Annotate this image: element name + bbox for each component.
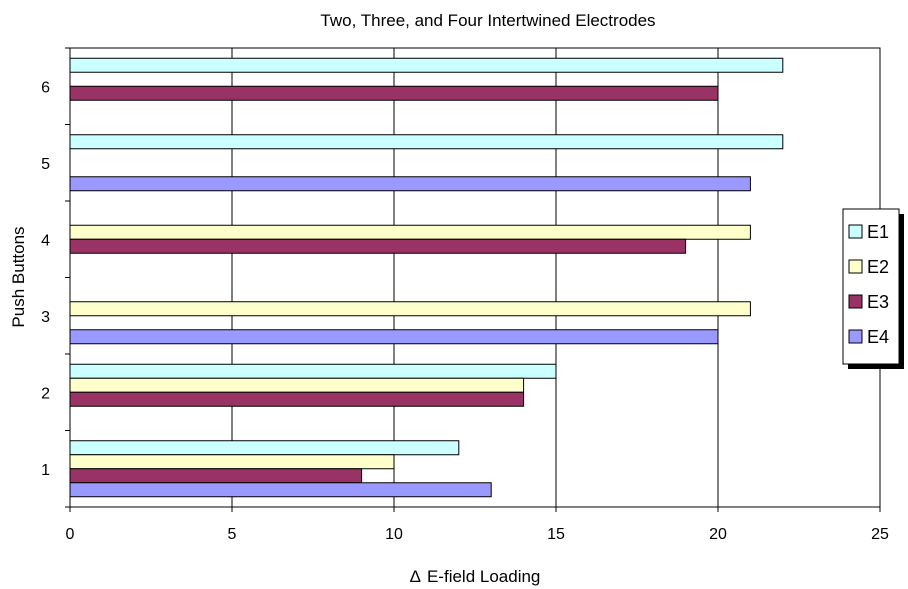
y-tick-label: 6: [41, 79, 50, 96]
x-axis: 0 5 10 15 20 25: [66, 507, 889, 543]
bar-e1-button-6: [69, 57, 784, 73]
bar-e2-button-2: [69, 377, 525, 393]
legend-label-e2: E2: [867, 257, 889, 277]
bar-e3-button-4: [69, 238, 687, 254]
bar-e4-button-3: [69, 329, 719, 345]
legend-label-e3: E3: [867, 292, 889, 312]
legend-swatch-e4: [848, 329, 863, 344]
x-axis-title-symbol: Δ: [410, 567, 421, 586]
chart-title: Two, Three, and Four Intertwined Electro…: [320, 11, 655, 30]
x-tick-label: 20: [709, 526, 727, 543]
y-tick-label: 3: [41, 309, 50, 326]
bar-e2-button-4: [69, 224, 751, 240]
x-tick-label: 5: [228, 526, 237, 543]
y-tick-label: 2: [41, 385, 50, 402]
bar-e1-button-1: [69, 440, 460, 456]
y-tick-label: 5: [41, 156, 50, 173]
legend-swatch-e1: [848, 224, 863, 239]
x-tick-label: 15: [547, 526, 565, 543]
legend-label-e1: E1: [867, 222, 889, 242]
legend-swatch-e3: [848, 294, 863, 309]
legend: E1 E2 E3 E4: [842, 208, 904, 369]
y-axis-title: Push Buttons: [9, 226, 28, 327]
x-tick-label: 25: [871, 526, 889, 543]
bar-e3-button-6: [69, 85, 719, 101]
bar-e3-button-1: [69, 468, 363, 484]
x-axis-title: Δ E-field Loading: [410, 567, 541, 586]
bar-e4-button-5: [69, 176, 751, 192]
legend-label-e4: E4: [867, 327, 889, 347]
grid: [231, 48, 719, 507]
x-tick-label: 10: [385, 526, 403, 543]
bar-e4-button-1: [69, 482, 492, 498]
bar-e3-button-2: [69, 391, 525, 407]
bar-e1-button-2: [69, 363, 557, 379]
x-axis-title-text: E-field Loading: [427, 567, 540, 586]
y-axis: 1 2 3 4 5 6: [41, 47, 70, 508]
y-tick-label: 4: [41, 232, 50, 249]
bar-e1-button-5: [69, 134, 784, 150]
bar-e2-button-1: [69, 454, 395, 470]
x-tick-label: 0: [66, 526, 75, 543]
legend-swatch-e2: [848, 259, 863, 274]
y-tick-label: 1: [41, 462, 50, 479]
plot-area: [69, 47, 881, 508]
bars: [69, 57, 784, 498]
bar-e2-button-3: [69, 301, 751, 317]
